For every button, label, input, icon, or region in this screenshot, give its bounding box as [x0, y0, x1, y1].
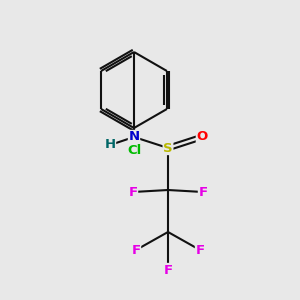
Text: S: S — [163, 142, 173, 154]
Text: Cl: Cl — [127, 143, 141, 157]
Text: F: F — [131, 244, 141, 256]
Text: F: F — [198, 185, 208, 199]
Text: H: H — [104, 139, 116, 152]
Text: O: O — [196, 130, 208, 143]
Text: N: N — [128, 130, 140, 143]
Text: F: F — [128, 185, 138, 199]
Text: F: F — [195, 244, 205, 256]
Text: F: F — [164, 263, 172, 277]
